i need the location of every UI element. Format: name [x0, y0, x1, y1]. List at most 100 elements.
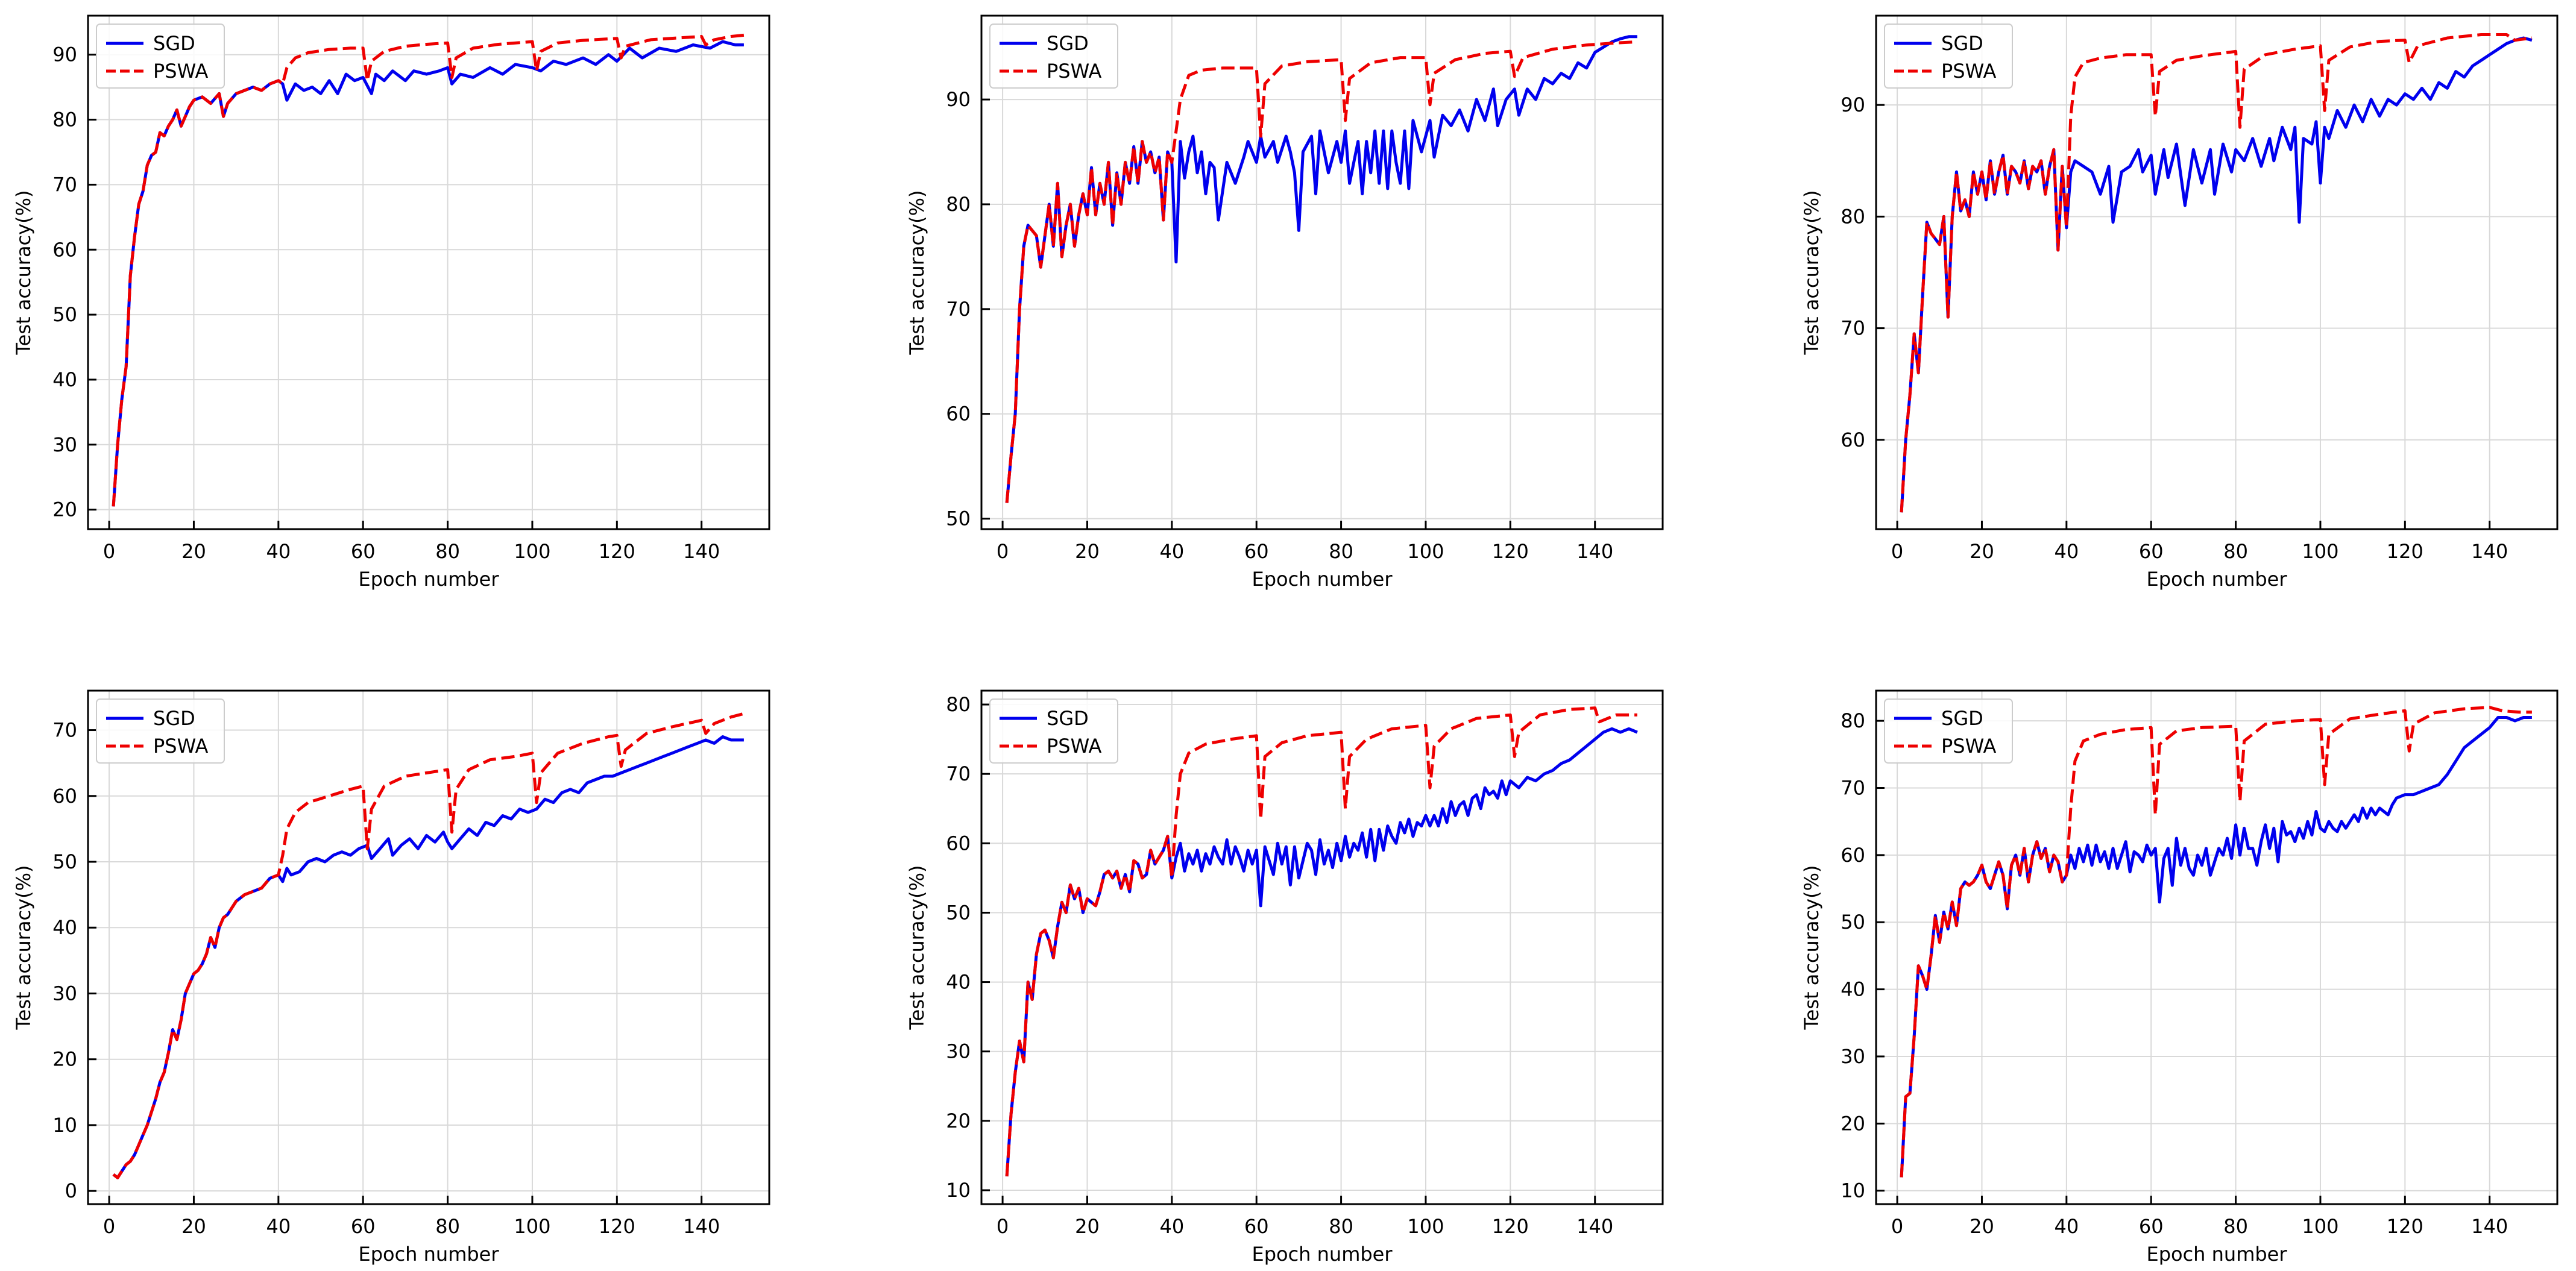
- y-tick-label: 70: [52, 173, 77, 196]
- y-tick-label: 30: [52, 982, 77, 1005]
- pswa-line: [1005, 706, 1637, 1177]
- y-tick-label: 70: [946, 298, 971, 321]
- legend-label-sgd: SGD: [1047, 707, 1089, 730]
- x-tick-label: 20: [181, 1215, 206, 1238]
- x-tick-label: 20: [1970, 540, 1994, 563]
- x-tick-label: 80: [435, 540, 460, 563]
- legend-label-pswa: PSWA: [1941, 735, 1997, 758]
- x-tick-label: 0: [997, 540, 1009, 563]
- y-tick-label: 90: [52, 43, 77, 66]
- subplot-2: 0 20 40 60 80 100 120 140 50 60 70 80 90 Epoch number…: [905, 14, 1664, 591]
- y-tick-label: 20: [52, 1048, 77, 1071]
- x-tick-label: 140: [683, 1215, 720, 1238]
- y-tick-label: 80: [946, 693, 971, 716]
- x-tick-label: 120: [599, 1215, 635, 1238]
- x-tick-label: 20: [181, 540, 206, 563]
- subplot-5: 0 20 40 60 80 100 120 140 10 20 30 40 50 60 70 80 Epoch …: [905, 689, 1664, 1266]
- x-tick-label: 60: [351, 540, 376, 563]
- x-axis-label: Epoch number: [2146, 1243, 2287, 1266]
- x-tick-label: 140: [1576, 1215, 1613, 1238]
- x-tick-label: 20: [1075, 1215, 1100, 1238]
- y-tick-label: 60: [946, 403, 971, 425]
- legend: SGD PSWA: [1884, 698, 2013, 764]
- y-tick-label: 70: [1841, 776, 1865, 799]
- legend: SGD PSWA: [96, 24, 225, 89]
- y-axis-label: Test accuracy(%): [12, 190, 35, 356]
- sgd-line: [1005, 727, 1638, 1177]
- y-tick-label: 50: [1841, 911, 1865, 934]
- x-tick-label: 60: [1244, 540, 1269, 563]
- legend-label-sgd: SGD: [1047, 32, 1089, 55]
- y-tick-label: 30: [52, 433, 77, 456]
- x-tick-label: 60: [2139, 1215, 2164, 1238]
- pswa-line: [1005, 40, 1638, 503]
- y-tick-label: 80: [1841, 709, 1865, 732]
- y-tick-label: 20: [1841, 1112, 1865, 1135]
- x-tick-label: 0: [103, 540, 115, 563]
- legend-label-pswa: PSWA: [1047, 735, 1102, 758]
- x-tick-label: 120: [599, 540, 635, 563]
- legend-label-sgd: SGD: [1941, 707, 1983, 730]
- y-tick-label: 40: [52, 368, 77, 391]
- y-tick-label: 40: [52, 916, 77, 939]
- x-axis-label: Epoch number: [1252, 1243, 1393, 1266]
- x-tick-label: 100: [2302, 1215, 2338, 1238]
- plot-frame: [87, 14, 770, 530]
- x-tick-label: 140: [2471, 540, 2508, 563]
- subplot-4: 0 20 40 60 80 100 120 140 0 10 20 30 40 50 60 70 Epoch n…: [12, 689, 770, 1266]
- y-tick-label: 70: [52, 719, 77, 742]
- x-tick-label: 100: [2302, 540, 2338, 563]
- y-tick-label: 70: [946, 762, 971, 785]
- y-tick-label: 50: [52, 850, 77, 873]
- y-tick-label: 90: [1841, 93, 1865, 116]
- x-tick-label: 0: [103, 1215, 115, 1238]
- pswa-line: [112, 33, 745, 507]
- x-tick-label: 80: [1329, 1215, 1353, 1238]
- y-tick-label: 10: [52, 1114, 77, 1137]
- x-tick-label: 40: [2054, 540, 2079, 563]
- legend: SGD PSWA: [989, 698, 1118, 764]
- x-tick-label: 140: [1576, 540, 1613, 563]
- legend: SGD PSWA: [1884, 24, 2013, 89]
- legend-label-pswa: PSWA: [153, 735, 209, 758]
- x-tick-label: 20: [1075, 540, 1100, 563]
- x-tick-label: 40: [1159, 540, 1184, 563]
- x-tick-label: 120: [1492, 540, 1529, 563]
- x-axis-label: Epoch number: [2146, 568, 2287, 591]
- legend: SGD PSWA: [96, 698, 225, 764]
- y-tick-label: 60: [1841, 428, 1865, 451]
- legend-label-sgd: SGD: [153, 32, 195, 55]
- y-tick-label: 0: [65, 1179, 77, 1202]
- plot-frame: [980, 689, 1664, 1205]
- x-tick-label: 120: [2387, 1215, 2423, 1238]
- plot-frame: [1875, 689, 2559, 1205]
- y-tick-label: 60: [946, 832, 971, 855]
- y-tick-label: 30: [1841, 1045, 1865, 1068]
- x-tick-label: 60: [351, 1215, 376, 1238]
- y-axis-label: Test accuracy(%): [905, 190, 928, 356]
- y-tick-label: 60: [52, 238, 77, 261]
- plot-frame: [87, 689, 770, 1205]
- y-tick-label: 50: [946, 901, 971, 924]
- y-tick-label: 60: [52, 785, 77, 808]
- plot-frame: [1875, 14, 2559, 530]
- legend-label-sgd: SGD: [1941, 32, 1983, 55]
- x-tick-label: 0: [997, 1215, 1009, 1238]
- x-tick-label: 100: [514, 1215, 550, 1238]
- x-tick-label: 40: [2054, 1215, 2079, 1238]
- pswa-line: [1900, 33, 2533, 513]
- x-tick-label: 80: [1329, 540, 1353, 563]
- y-tick-label: 70: [1841, 317, 1865, 340]
- x-tick-label: 40: [266, 540, 291, 563]
- x-tick-label: 60: [2139, 540, 2164, 563]
- subplot-1: 0 20 40 60 80 100 120 140 20 30 40 50 60 70 80 90 Epoch …: [12, 14, 770, 591]
- sgd-line: [1900, 36, 2533, 513]
- y-tick-label: 30: [946, 1040, 971, 1063]
- y-tick-label: 20: [52, 498, 77, 521]
- subplot-6: 0 20 40 60 80 100 120 140 10 20 30 40 50 60 70 80 Epoch …: [1800, 689, 2559, 1266]
- y-tick-label: 10: [1841, 1179, 1865, 1202]
- x-tick-label: 80: [2223, 1215, 2248, 1238]
- sgd-line: [1005, 35, 1637, 503]
- x-tick-label: 100: [514, 540, 550, 563]
